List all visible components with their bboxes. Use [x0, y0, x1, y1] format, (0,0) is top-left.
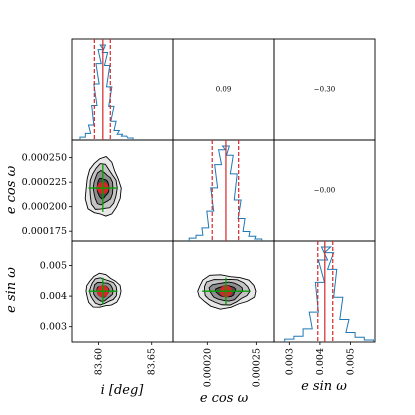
x-axis-label-i: i [deg] — [101, 383, 145, 398]
y-tick-label-ecosw-0: 0.000175 — [22, 226, 67, 237]
histogram-step-i — [79, 44, 134, 140]
y-tick-label-esinw-1: 0.004 — [40, 291, 67, 302]
x-tick-label-i-0: 83.60 — [94, 348, 105, 375]
panels: 0.09 −0.30 −0.00 83.60 83.65 0.00020 0.00025 0.… — [22, 38, 376, 387]
y-tick-label-esinw-0: 0.003 — [40, 322, 67, 333]
histogram-esinw — [284, 241, 374, 342]
histogram-ecosw — [188, 140, 263, 241]
histogram-i — [79, 39, 134, 140]
x-tick-label-esinw-2: 0.005 — [346, 348, 357, 375]
axis-labels: i [deg] e cos ω e sin ω e cos ω e sin ω — [4, 165, 347, 406]
x-axis-label-ecosw: e cos ω — [200, 391, 249, 406]
x-tick-label-esinw-0: 0.003 — [284, 348, 295, 375]
y-tick-label-ecosw-2: 0.000225 — [22, 177, 67, 188]
correlation-label-0-1: 0.09 — [216, 86, 232, 94]
x-axis-label-esinw: e sin ω — [301, 379, 347, 394]
histogram-step-esinw — [284, 246, 374, 342]
correlation-label-1-2: −0.00 — [314, 187, 335, 195]
x-tick-label-ecosw-0: 0.00020 — [202, 348, 213, 387]
contour-panel-esinw-vs-i — [85, 272, 122, 308]
y-tick-label-esinw-2: 0.005 — [40, 260, 67, 271]
correlation-label-0-2: −0.30 — [314, 86, 335, 94]
contour-panel-esinw-vs-ecosw — [197, 274, 257, 310]
y-axis-label-ecosw: e cos ω — [4, 165, 19, 214]
x-tick-label-ecosw-1: 0.00025 — [251, 348, 262, 387]
x-tick-label-esinw-1: 0.004 — [315, 348, 326, 375]
y-tick-label-ecosw-3: 0.000250 — [22, 153, 67, 164]
x-tick-label-i-1: 83.65 — [147, 348, 158, 375]
contour-panel-ecosw-vs-i — [84, 156, 122, 217]
y-tick-label-ecosw-1: 0.000200 — [22, 202, 67, 213]
y-axis-label-esinw: e sin ω — [4, 267, 19, 313]
